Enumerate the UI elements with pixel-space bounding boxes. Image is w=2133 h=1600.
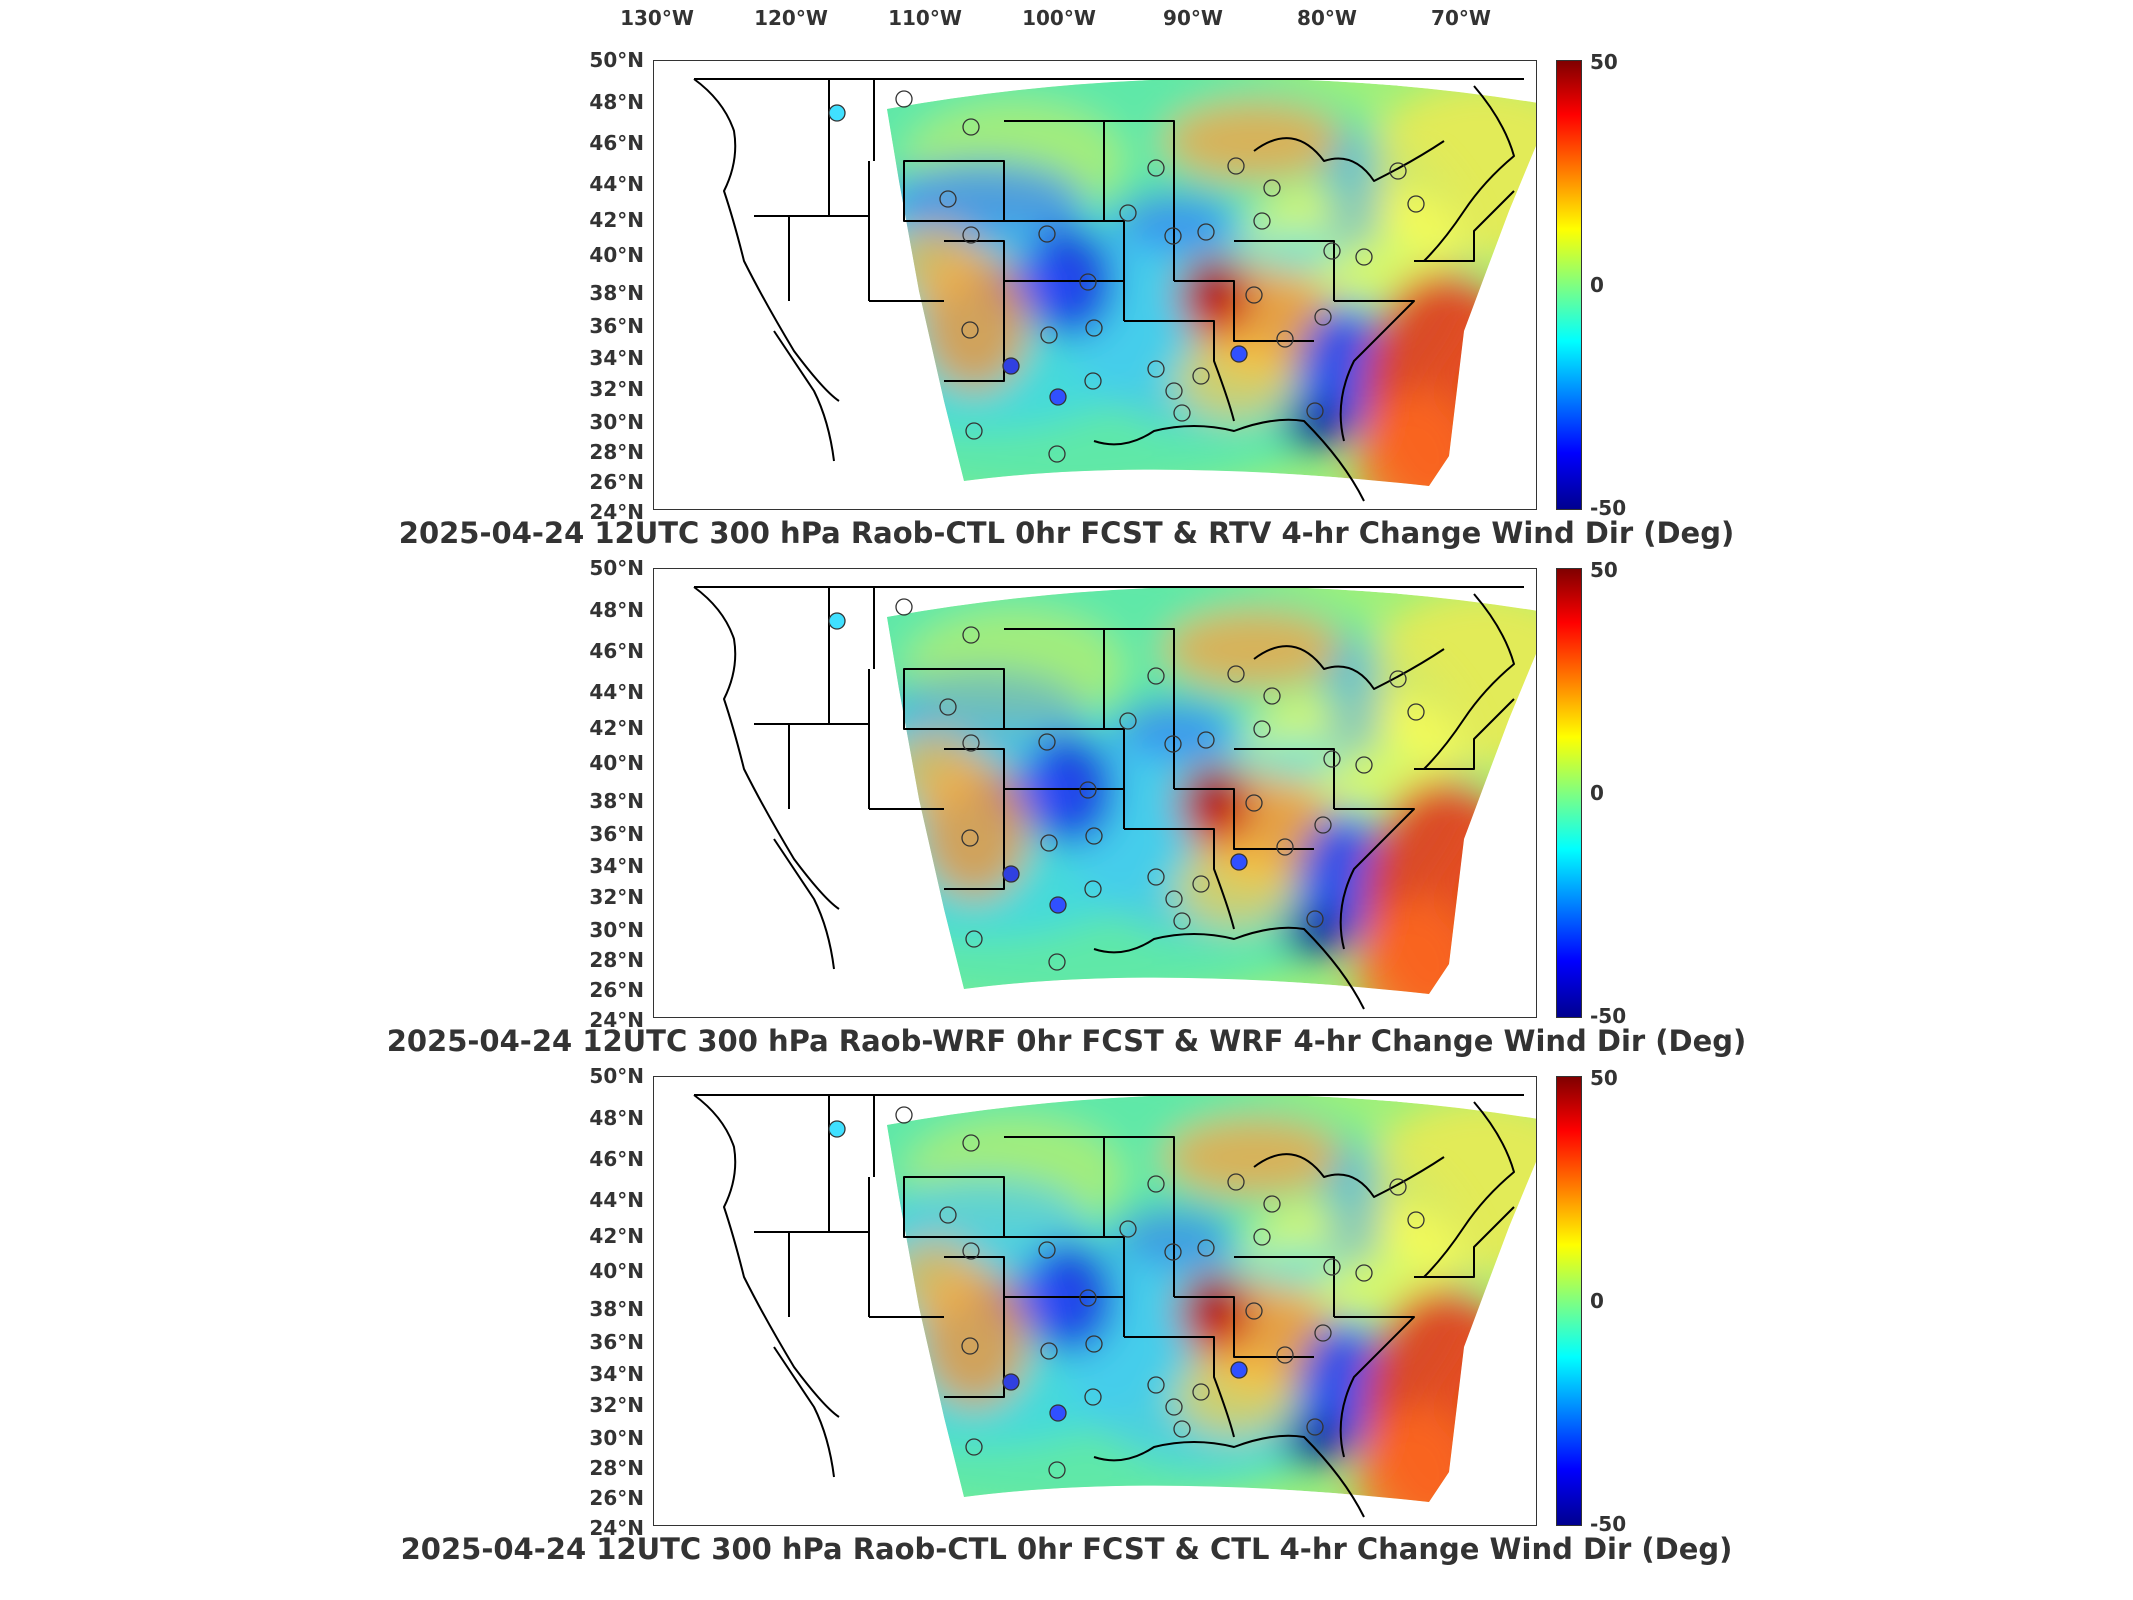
lat-tick-label: 38°N	[589, 789, 644, 813]
lon-tick-70w: 70°W	[1431, 6, 1491, 30]
lat-tick-label: 50°N	[589, 48, 644, 72]
colorbar-max-label: 50	[1590, 558, 1618, 582]
lon-tick-120w: 120°W	[754, 6, 828, 30]
map-frame	[653, 568, 1537, 1018]
lat-tick-label: 48°N	[589, 1106, 644, 1130]
lat-tick-label: 32°N	[589, 885, 644, 909]
map-frame	[653, 1076, 1537, 1526]
lat-tick-label: 44°N	[589, 1188, 644, 1212]
latitude-axis: 50°N 48°N 46°N 44°N 42°N 40°N 38°N 36°N 34°N 32°N…	[560, 1064, 650, 1540]
lat-tick-label: 38°N	[589, 281, 644, 305]
panel-title: 2025-04-24 12UTC 300 hPa Raob-CTL 0hr FC…	[400, 1532, 1733, 1566]
lat-tick-label: 28°N	[589, 1456, 644, 1480]
lat-tick-label: 38°N	[589, 1297, 644, 1321]
lat-tick-label: 42°N	[589, 716, 644, 740]
colorbar-min-label: -50	[1590, 1004, 1627, 1028]
lat-tick-label: 34°N	[589, 1362, 644, 1386]
panel-title: 2025-04-24 12UTC 300 hPa Raob-WRF 0hr FC…	[386, 1024, 1747, 1058]
map-frame	[653, 60, 1537, 510]
lat-tick-label: 48°N	[589, 90, 644, 114]
colorbar	[1556, 1076, 1582, 1526]
lat-tick-label: 28°N	[589, 948, 644, 972]
colorbar	[1556, 60, 1582, 510]
lat-tick-label: 40°N	[589, 751, 644, 775]
lat-tick-label: 26°N	[589, 470, 644, 494]
lon-tick-100w: 100°W	[1022, 6, 1096, 30]
colorbar-min-label: -50	[1590, 1512, 1627, 1536]
lat-tick-label: 40°N	[589, 243, 644, 267]
map-panel-1: 50°N 48°N 46°N 44°N 42°N 40°N 38°N 36°N 34°N 32°N…	[0, 48, 2133, 565]
lat-tick-label: 46°N	[589, 639, 644, 663]
lat-tick-label: 42°N	[589, 208, 644, 232]
lat-tick-label: 24°N	[589, 1008, 644, 1032]
lon-tick-80w: 80°W	[1297, 6, 1357, 30]
lat-tick-label: 50°N	[589, 556, 644, 580]
lat-tick-label: 24°N	[589, 1516, 644, 1540]
lat-tick-label: 44°N	[589, 172, 644, 196]
panel-title: 2025-04-24 12UTC 300 hPa Raob-CTL 0hr FC…	[398, 516, 1735, 550]
lat-tick-label: 30°N	[589, 918, 644, 942]
map-panel-2: 50°N 48°N 46°N 44°N 42°N 40°N 38°N 36°N 34°N 32°N…	[0, 556, 2133, 1073]
lat-tick-label: 40°N	[589, 1259, 644, 1283]
colorbar-max-label: 50	[1590, 50, 1618, 74]
lat-tick-label: 26°N	[589, 978, 644, 1002]
lat-tick-label: 46°N	[589, 1147, 644, 1171]
colorbar-mid-label: 0	[1590, 1289, 1604, 1313]
lat-tick-label: 30°N	[589, 1426, 644, 1450]
lat-tick-label: 28°N	[589, 440, 644, 464]
lat-tick-label: 36°N	[589, 1330, 644, 1354]
lon-tick-130w: 130°W	[620, 6, 694, 30]
lat-tick-label: 32°N	[589, 1393, 644, 1417]
lon-tick-90w: 90°W	[1163, 6, 1223, 30]
colorbar-max-label: 50	[1590, 1066, 1618, 1090]
lat-tick-label: 34°N	[589, 854, 644, 878]
lat-tick-label: 30°N	[589, 410, 644, 434]
latitude-axis: 50°N 48°N 46°N 44°N 42°N 40°N 38°N 36°N 34°N 32°N…	[560, 48, 650, 524]
lat-tick-label: 42°N	[589, 1224, 644, 1248]
lat-tick-label: 34°N	[589, 346, 644, 370]
lat-tick-label: 50°N	[589, 1064, 644, 1088]
lat-tick-label: 48°N	[589, 598, 644, 622]
colorbar-min-label: -50	[1590, 496, 1627, 520]
lat-tick-label: 46°N	[589, 131, 644, 155]
lat-tick-label: 26°N	[589, 1486, 644, 1510]
latitude-axis: 50°N 48°N 46°N 44°N 42°N 40°N 38°N 36°N 34°N 32°N…	[560, 556, 650, 1032]
colorbar-mid-label: 0	[1590, 273, 1604, 297]
lat-tick-label: 36°N	[589, 822, 644, 846]
lat-tick-label: 24°N	[589, 500, 644, 524]
lat-tick-label: 32°N	[589, 377, 644, 401]
colorbar	[1556, 568, 1582, 1018]
lat-tick-label: 36°N	[589, 314, 644, 338]
lon-tick-110w: 110°W	[888, 6, 962, 30]
map-panel-3: 50°N 48°N 46°N 44°N 42°N 40°N 38°N 36°N 34°N 32°N…	[0, 1064, 2133, 1581]
longitude-axis: 130°W 120°W 110°W 100°W 90°W 80°W 70°W	[0, 0, 2133, 50]
lat-tick-label: 44°N	[589, 680, 644, 704]
colorbar-mid-label: 0	[1590, 781, 1604, 805]
